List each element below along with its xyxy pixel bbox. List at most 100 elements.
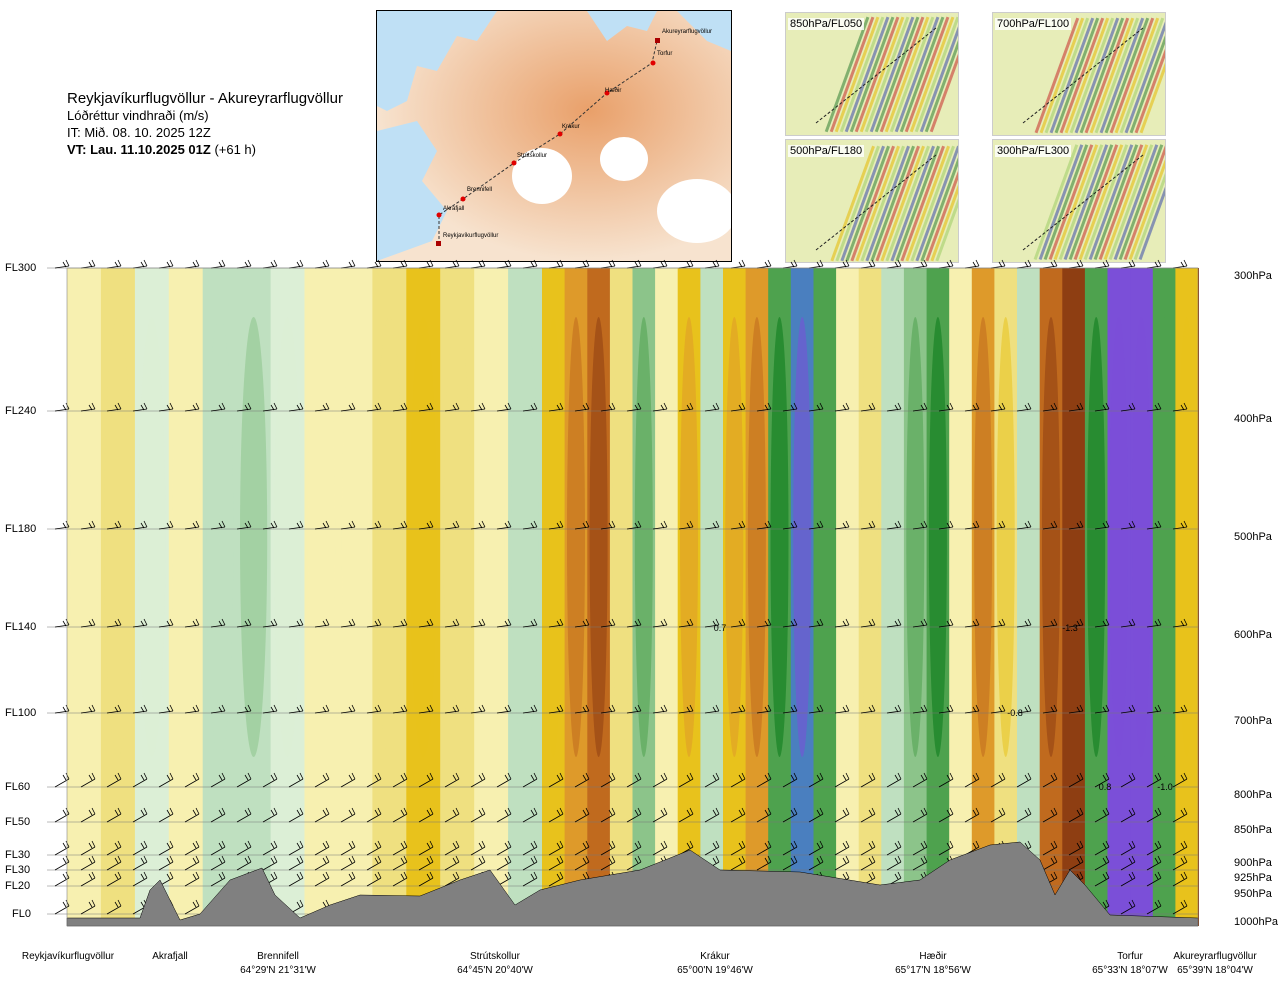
wind-barb bbox=[704, 855, 720, 871]
wind-barb bbox=[132, 855, 148, 871]
wind-barb bbox=[496, 402, 512, 412]
wind-barb bbox=[366, 899, 382, 915]
thumb-field-stripe bbox=[904, 16, 950, 133]
wind-barb bbox=[860, 807, 876, 823]
wind-barb bbox=[210, 871, 226, 887]
thumb-field-stripe bbox=[824, 16, 870, 133]
vertical-velocity-band bbox=[67, 268, 102, 926]
wind-barb bbox=[990, 855, 1006, 871]
wind-barb bbox=[262, 402, 278, 412]
wind-barb bbox=[548, 618, 564, 628]
waypoint-label: Krákur 65°00'N 19°46'W bbox=[655, 951, 775, 976]
wind-barb bbox=[1120, 402, 1136, 412]
vertical-velocity-core bbox=[240, 317, 268, 757]
thumb-field-stripe bbox=[859, 16, 905, 133]
wind-barb bbox=[210, 807, 226, 823]
wind-barb bbox=[444, 772, 460, 788]
thumb-field-stripe bbox=[905, 145, 950, 262]
contour-value-label: -0.8 bbox=[1007, 708, 1023, 718]
wind-barb bbox=[860, 520, 876, 530]
wind-barb bbox=[314, 871, 330, 887]
wind-barb bbox=[418, 772, 434, 788]
thumb-700hpa[interactable]: 700hPa/FL100 bbox=[992, 12, 1166, 136]
thumb-field-stripe bbox=[880, 145, 925, 262]
vertical-velocity-band bbox=[1130, 268, 1154, 926]
thumb-850hpa[interactable]: 850hPa/FL050 bbox=[785, 12, 959, 136]
wind-barb bbox=[184, 899, 200, 915]
map-label-brennifell: Brennifell bbox=[467, 187, 493, 193]
wind-barb bbox=[418, 871, 434, 887]
wind-barb bbox=[496, 704, 512, 714]
wind-barb bbox=[756, 520, 772, 530]
wind-barb bbox=[990, 840, 1006, 856]
wind-barb bbox=[938, 855, 954, 871]
map-label-reykjavik: Reykjavíkurflugvöllur bbox=[443, 233, 499, 239]
wind-barb bbox=[652, 618, 668, 628]
wind-barb bbox=[158, 807, 174, 823]
fl-label: FL300 bbox=[5, 262, 37, 274]
wind-barb bbox=[470, 871, 486, 887]
wind-barb bbox=[314, 618, 330, 628]
wind-barb bbox=[756, 772, 772, 788]
wind-barb bbox=[288, 807, 304, 823]
wind-barb bbox=[730, 871, 746, 887]
thumb-field-stripe bbox=[1134, 17, 1165, 134]
waypoint-label: Reykjavíkurflugvöllur bbox=[8, 951, 128, 962]
hpa-label: 500hPa bbox=[1234, 531, 1272, 543]
wind-barb bbox=[626, 871, 642, 887]
wind-barb bbox=[834, 704, 850, 714]
thumb-field-stripe bbox=[1034, 17, 1080, 134]
thumb-field-stripe bbox=[1139, 17, 1165, 134]
thumb-300hpa[interactable]: 300hPa/FL300 bbox=[992, 139, 1166, 263]
wind-barb bbox=[262, 520, 278, 530]
wind-barb bbox=[392, 618, 408, 628]
thumb-field-stripe bbox=[910, 145, 955, 262]
wind-barb bbox=[990, 807, 1006, 823]
thumb-field-stripe bbox=[1103, 144, 1149, 260]
wind-barb bbox=[548, 899, 564, 915]
map-label-krakur: Krákur bbox=[562, 124, 580, 130]
wind-barb bbox=[522, 871, 538, 887]
vertical-velocity-core bbox=[770, 317, 789, 757]
wind-barb bbox=[704, 520, 720, 530]
wind-barb bbox=[678, 402, 694, 412]
wind-barb bbox=[782, 840, 798, 856]
thumb-field-stripe bbox=[924, 16, 958, 133]
wind-barb bbox=[444, 618, 460, 628]
wind-barb bbox=[652, 899, 668, 915]
wind-barb bbox=[912, 871, 928, 887]
wind-barb bbox=[444, 899, 460, 915]
wind-barb bbox=[314, 402, 330, 412]
wind-barb bbox=[236, 840, 252, 856]
vertical-velocity-core bbox=[996, 317, 1015, 757]
waypoint-coord: 65°39'N 18°04'W bbox=[1177, 965, 1253, 976]
wind-barb bbox=[366, 402, 382, 412]
wind-barb bbox=[1120, 618, 1136, 628]
wind-barb bbox=[938, 520, 954, 530]
wind-barb bbox=[756, 871, 772, 887]
wind-barb bbox=[886, 871, 902, 887]
wind-barb bbox=[652, 871, 668, 887]
wind-barb bbox=[496, 520, 512, 530]
vertical-velocity-band bbox=[609, 268, 633, 926]
vertical-velocity-core bbox=[974, 317, 993, 757]
wind-barb bbox=[496, 618, 512, 628]
vertical-velocity-core bbox=[883, 317, 902, 757]
wind-barb bbox=[600, 402, 616, 412]
vertical-velocity-band bbox=[971, 268, 995, 926]
vertical-velocity-band bbox=[1017, 268, 1041, 926]
wind-barb bbox=[652, 520, 668, 530]
thumb-field-stripe bbox=[1073, 144, 1119, 260]
wind-barb bbox=[834, 807, 850, 823]
fl-label: FL140 bbox=[5, 621, 37, 633]
thumb-500hpa[interactable]: 500hPa/FL180 bbox=[785, 139, 959, 263]
thumb-field-stripe bbox=[1133, 144, 1165, 260]
wind-barb bbox=[1094, 899, 1110, 915]
vertical-velocity-band bbox=[1175, 268, 1199, 926]
wind-barb bbox=[366, 704, 382, 714]
wind-barb bbox=[964, 840, 980, 856]
hpa-label: 800hPa bbox=[1234, 789, 1272, 801]
thumb-field-stripe bbox=[1108, 144, 1154, 260]
wind-barb bbox=[730, 807, 746, 823]
wind-barb bbox=[1146, 871, 1162, 887]
